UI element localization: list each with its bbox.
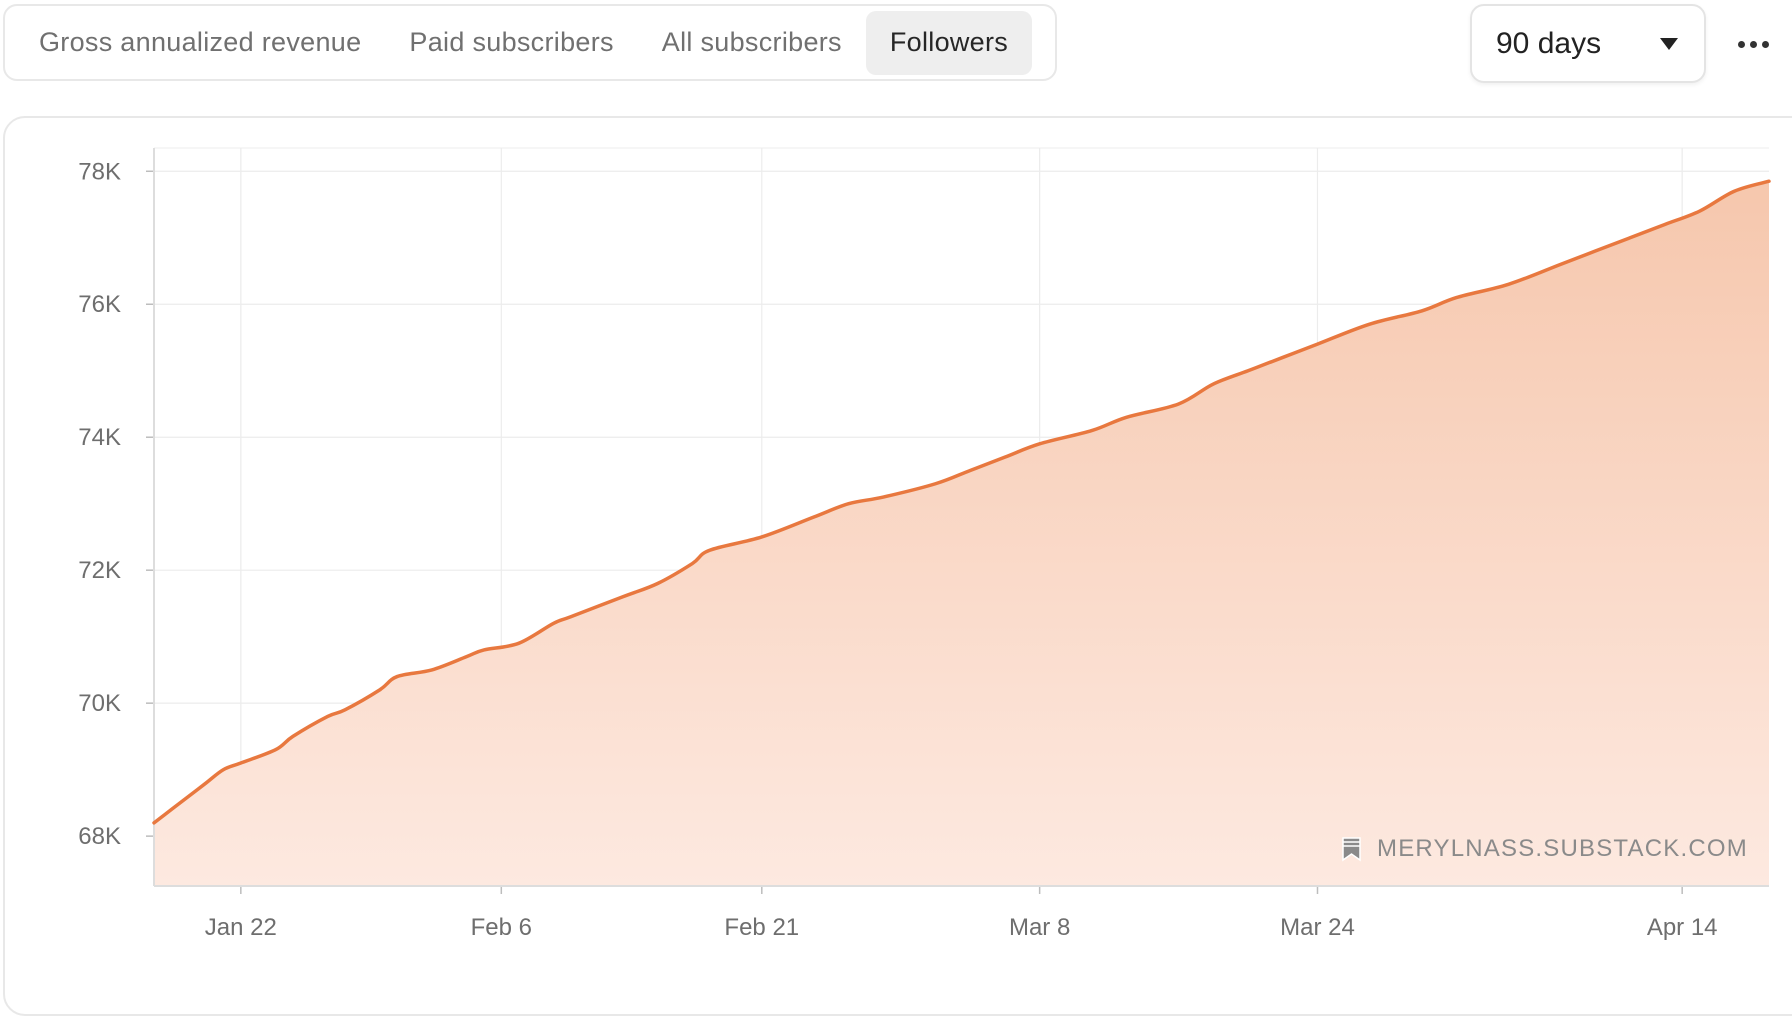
data-point <box>1628 236 1632 240</box>
data-point <box>343 708 347 712</box>
data-point <box>881 495 885 499</box>
y-tick-label: 74K <box>78 424 121 451</box>
data-point <box>1420 309 1424 313</box>
followers-chart: 68K 70K 72K 74K 76K 78K Jan 22 Feb 6 Feb 21 Mar 8… <box>78 147 1771 941</box>
data-point <box>152 821 156 825</box>
data-point <box>1368 322 1372 326</box>
data-point <box>430 668 434 672</box>
data-point <box>326 714 330 718</box>
data-point <box>569 615 573 619</box>
x-tick-label: Apr 14 <box>1647 914 1718 941</box>
data-point <box>1507 282 1511 286</box>
time-range-select[interactable]: 90 days <box>1470 4 1706 83</box>
data-point <box>656 581 660 585</box>
data-point <box>1177 402 1181 406</box>
data-point <box>1038 442 1042 446</box>
x-tick-label: Mar 24 <box>1280 914 1355 941</box>
watermark-text: MERYLNASS.SUBSTACK.COM <box>1377 835 1748 862</box>
data-point <box>1559 262 1563 266</box>
data-point <box>1454 296 1458 300</box>
data-point <box>621 595 625 599</box>
x-tick-label: Feb 6 <box>471 914 532 941</box>
y-tick-label: 78K <box>78 158 121 185</box>
data-point <box>378 688 382 692</box>
data-point <box>968 468 972 472</box>
area-fill <box>154 181 1769 887</box>
data-point <box>1767 179 1771 183</box>
data-point <box>1732 189 1736 193</box>
y-tick-label: 76K <box>78 291 121 318</box>
data-point <box>1246 369 1250 373</box>
data-point <box>812 515 816 519</box>
more-horizontal-icon <box>1737 40 1745 48</box>
data-point <box>760 535 764 539</box>
caret-down-icon <box>1660 37 1678 50</box>
data-point <box>708 548 712 552</box>
data-point <box>482 648 486 652</box>
data-point <box>551 621 555 625</box>
substack-bookmark-icon <box>1342 837 1361 862</box>
data-point <box>169 808 173 812</box>
data-point <box>933 482 937 486</box>
metric-tabs: Gross annualized revenue Paid subscriber… <box>3 4 1057 81</box>
watermark: MERYLNASS.SUBSTACK.COM <box>1342 835 1748 862</box>
time-range-value: 90 days <box>1496 26 1602 60</box>
more-options-button[interactable] <box>1728 24 1778 64</box>
data-point <box>239 761 243 765</box>
data-point <box>274 748 278 752</box>
y-tick-label: 72K <box>78 557 121 584</box>
data-point <box>1593 249 1597 253</box>
data-point <box>395 675 399 679</box>
x-tick-label: Mar 8 <box>1009 914 1070 941</box>
data-point <box>1124 415 1128 419</box>
data-point <box>1315 342 1319 346</box>
data-point <box>1663 222 1667 226</box>
data-point <box>221 768 225 772</box>
tab-all-subscribers[interactable]: All subscribers <box>661 27 842 57</box>
x-tick-label: Feb 21 <box>724 914 799 941</box>
tab-paid-subscribers[interactable]: Paid subscribers <box>409 27 614 57</box>
data-point <box>517 641 521 645</box>
data-point <box>187 794 191 798</box>
data-point <box>1698 209 1702 213</box>
data-point <box>465 655 469 659</box>
series-line <box>152 179 1771 825</box>
data-point <box>291 734 295 738</box>
tab-followers[interactable]: Followers <box>865 10 1033 75</box>
tab-gross-annualized-revenue[interactable]: Gross annualized revenue <box>39 27 362 57</box>
data-point <box>690 562 694 566</box>
data-point <box>204 781 208 785</box>
data-point <box>1211 382 1215 386</box>
more-horizontal-icon <box>1749 40 1757 48</box>
more-horizontal-icon <box>1761 40 1769 48</box>
data-point <box>1281 355 1285 359</box>
data-point <box>1090 429 1094 433</box>
y-tick-label: 68K <box>78 823 121 850</box>
data-point <box>1003 455 1007 459</box>
x-tick-label: Jan 22 <box>205 914 277 941</box>
data-point <box>847 502 851 506</box>
y-tick-label: 70K <box>78 690 121 717</box>
